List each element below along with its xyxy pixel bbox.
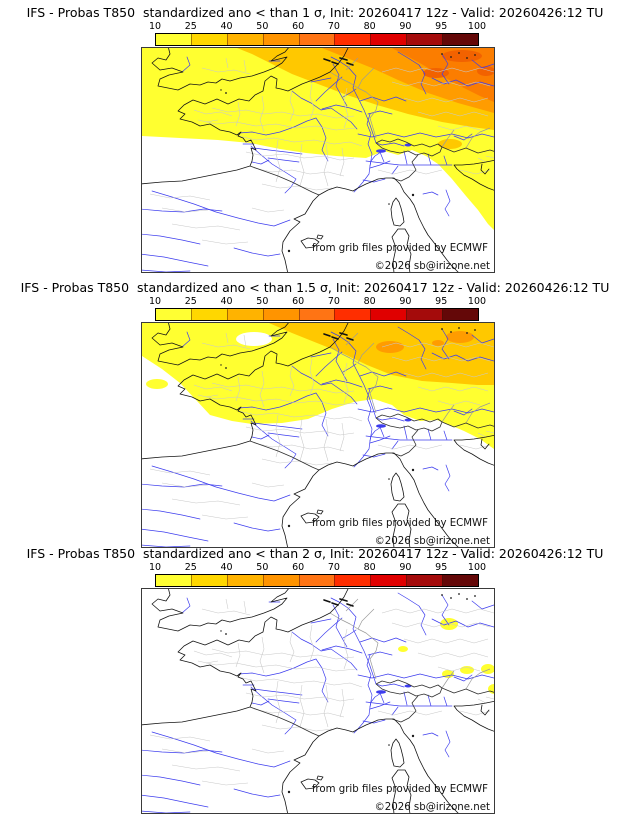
panel-title: IFS - Probas T850 standardized ano < tha…: [26, 5, 604, 20]
credit-copyright: ©2026 sb@irizone.net: [375, 802, 490, 813]
colorbar-ticks: 10 25 40 50 60 70 80 90 95 100: [148, 21, 487, 32]
panel-sigma-1: IFS - Probas T850 standardized ano < tha…: [0, 6, 630, 276]
credit-ecmwf: from grib files provided by ECMWF: [312, 784, 488, 795]
credit-copyright: ©2026 sb@irizone.net: [375, 261, 490, 272]
credit-ecmwf: from grib files provided by ECMWF: [312, 243, 488, 254]
panel-sigma-1-5: IFS - Probas T850 standardized ano < tha…: [0, 281, 630, 551]
map-france-sigma-1-5: from grib files provided by ECMWF ©2026 …: [141, 322, 495, 548]
credit-copyright: ©2026 sb@irizone.net: [375, 536, 490, 547]
colorbar-ticks: 10 25 40 50 60 70 80 90 95 100: [148, 296, 487, 307]
colorbar: [155, 308, 479, 321]
map-france-sigma-1: from grib files provided by ECMWF ©2026 …: [141, 47, 495, 273]
colorbar-ticks: 10 25 40 50 60 70 80 90 95 100: [148, 562, 487, 573]
probability-overlay: [142, 323, 494, 449]
credit-ecmwf: from grib files provided by ECMWF: [312, 518, 488, 529]
map-france-sigma-2: from grib files provided by ECMWF ©2026 …: [141, 588, 495, 814]
panel-title: IFS - Probas T850 standardized ano < tha…: [20, 280, 610, 295]
panel-sigma-2: IFS - Probas T850 standardized ano < tha…: [0, 547, 630, 817]
colorbar: [155, 33, 479, 46]
panel-title: IFS - Probas T850 standardized ano < tha…: [26, 546, 604, 561]
colorbar: [155, 574, 479, 587]
probability-overlay: [142, 48, 494, 230]
